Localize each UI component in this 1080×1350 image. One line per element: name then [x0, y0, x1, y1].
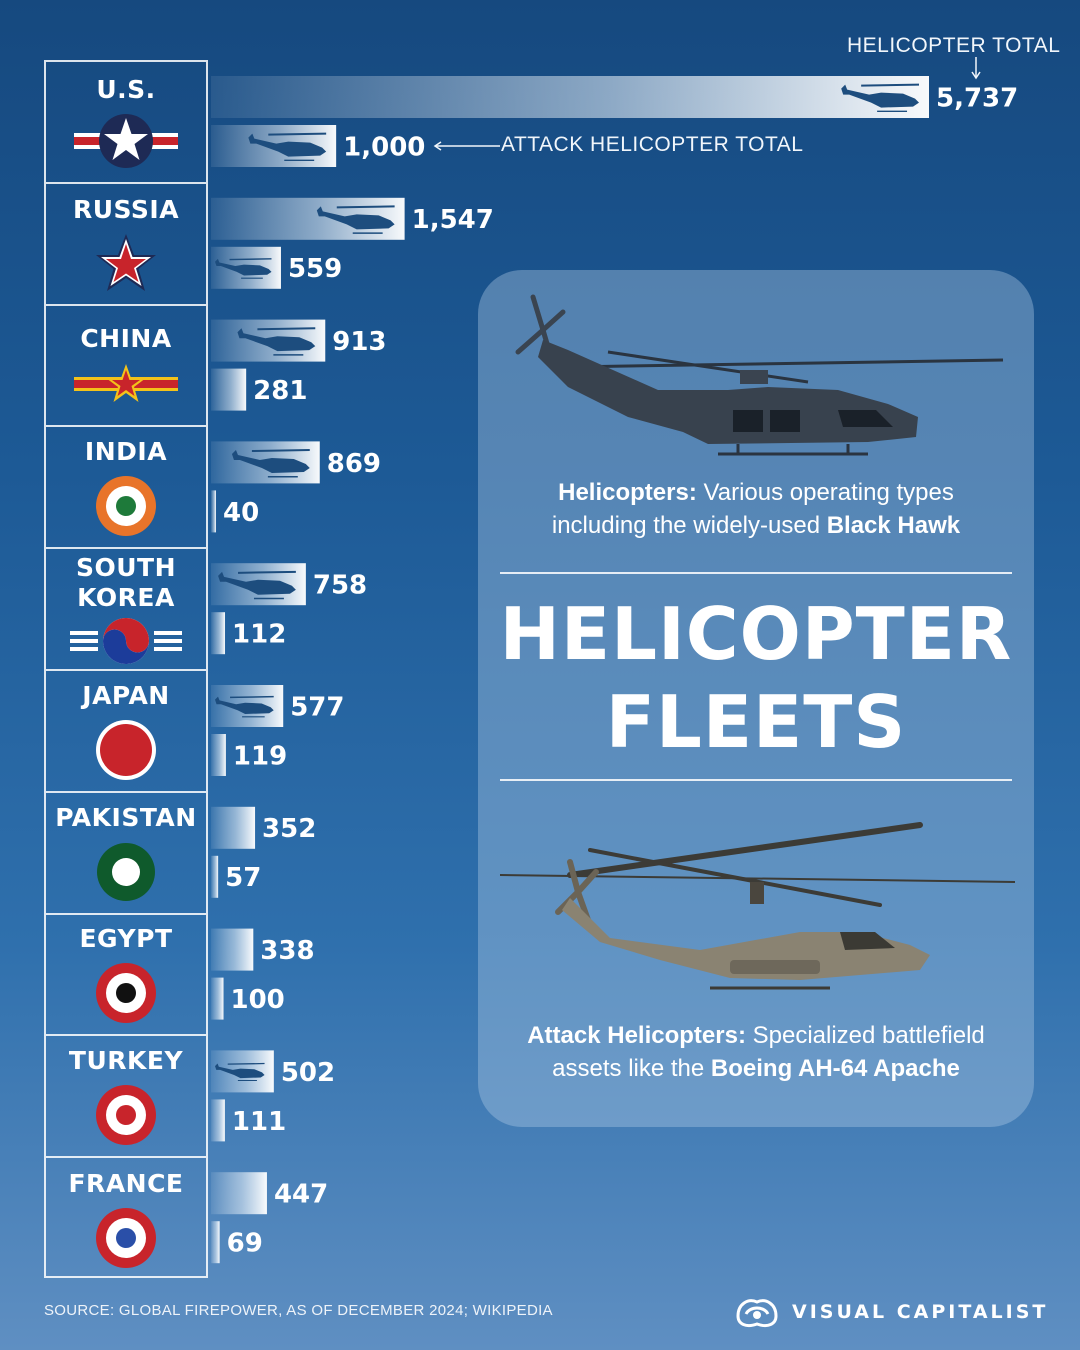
total-helicopter-value-label: 913 [332, 327, 386, 357]
india-roundel-icon [96, 476, 156, 537]
attack-desc-text: Specialized battlefield [745, 1022, 985, 1049]
attack-helicopter-total-label: ATTACK HELICOPTER TOTAL [501, 133, 804, 156]
us-roundel-icon [74, 113, 178, 168]
france-roundel-icon [96, 1208, 156, 1269]
total-label-arrow-icon [971, 57, 981, 80]
attack-desc-bold: Attack Helicopters: [527, 1022, 746, 1049]
attack-helicopter-value-label: 69 [227, 1229, 263, 1259]
country-name: JAPAN [82, 680, 170, 710]
attack-helicopter-bar [211, 612, 226, 655]
country-cell-japan: JAPAN [46, 671, 206, 793]
total-helicopter-value-label: 1,547 [412, 205, 494, 235]
page-title-line2: FLEETS [605, 680, 907, 764]
helicopters-desc-line2: including the widely-used [551, 512, 827, 539]
total-helicopter-value-label: 758 [313, 571, 367, 601]
country-cell-turkey: TURKEY [46, 1036, 206, 1159]
card-divider-bottom [500, 779, 1012, 781]
brand-name: VISUAL CAPITALIST [792, 1301, 1049, 1323]
attack-helicopter-value-label: 57 [225, 863, 261, 893]
visual-capitalist-logo-icon [736, 1299, 778, 1328]
country-name: EGYPT [79, 924, 173, 954]
country-cell-india: INDIA [46, 427, 206, 550]
page-title: HELICOPTER FLEETS [478, 590, 1034, 766]
attack-helicopter-value-label: 40 [223, 498, 259, 528]
country-cell-pakistan: PAKISTAN [46, 793, 206, 915]
helicopter-total-label: HELICOPTER TOTAL [847, 34, 1061, 57]
helicopter-silhouette-icon [215, 258, 272, 279]
total-helicopter-value-label: 577 [290, 692, 344, 722]
pakistan-roundel-icon [97, 842, 155, 901]
country-cell-france: FRANCE [46, 1158, 206, 1280]
total-helicopter-value-label: 502 [281, 1058, 335, 1088]
country-column: U.S. RUSSIA CHINA INDIA [44, 60, 208, 1278]
country-name: SOUTH KOREA [75, 553, 177, 613]
japan-hinomaru-icon [96, 719, 156, 780]
helicopter-silhouette-icon [215, 695, 274, 718]
total-helicopter-value-label: 338 [260, 936, 314, 966]
helicopter-silhouette-icon [237, 327, 316, 356]
helicopters-desc-text: Various operating types [696, 479, 954, 506]
egypt-roundel-icon [96, 963, 156, 1024]
attack-helicopter-value-label: 112 [232, 620, 286, 650]
helicopter-silhouette-icon [215, 1062, 265, 1081]
attack-helicopter-bar [211, 1221, 220, 1264]
attack-helicopter-value-label: 119 [233, 741, 287, 771]
attack-helicopter-bar [211, 490, 217, 533]
total-helicopter-bar [211, 806, 256, 849]
helicopter-silhouette-icon [316, 205, 395, 234]
helicopters-description: Helicopters: Various operating types inc… [498, 476, 1014, 542]
page-title-line1: HELICOPTER [499, 592, 1013, 676]
russia-star-icon [96, 233, 156, 291]
card-divider-top [500, 572, 1012, 574]
total-helicopter-value-label: 5,737 [936, 83, 1018, 113]
total-helicopter-bar [211, 1172, 267, 1215]
country-cell-egypt: EGYPT [46, 915, 206, 1037]
apache-helicopter-image [500, 822, 1016, 990]
attack-helicopter-bar [211, 1099, 225, 1142]
country-name: RUSSIA [72, 194, 180, 224]
attack-helicopter-value-label: 281 [253, 376, 307, 406]
attack-desc-line2: assets like the [552, 1055, 711, 1082]
china-star-icon [74, 364, 178, 403]
total-helicopter-value-label: 869 [327, 449, 381, 479]
south-korea-taegeuk-icon [70, 618, 182, 665]
country-name: CHINA [80, 324, 172, 354]
attack-helicopter-bar [211, 855, 219, 898]
black-hawk-helicopter-image [515, 294, 1004, 456]
helicopters-desc-bold2: Black Hawk [826, 512, 961, 539]
source-note: SOURCE: GLOBAL FIREPOWER, AS OF DECEMBER… [44, 1302, 553, 1319]
attack-helicopters-description: Attack Helicopters: Specialized battlefi… [498, 1019, 1014, 1085]
country-name: INDIA [84, 437, 168, 467]
total-helicopter-bar [211, 76, 929, 118]
attack-helicopter-value-label: 559 [288, 254, 342, 284]
helicopter-silhouette-icon [218, 570, 296, 600]
info-card: Helicopters: Various operating types inc… [478, 270, 1034, 1127]
country-name: U.S. [96, 74, 156, 104]
helicopter-silhouette-icon [841, 83, 920, 113]
total-helicopter-bar [211, 928, 254, 971]
helicopters-desc-bold: Helicopters: [558, 479, 697, 506]
country-cell-russia: RUSSIA [46, 184, 206, 306]
country-name: FRANCE [68, 1169, 184, 1199]
helicopter-silhouette-icon [248, 132, 327, 162]
attack-desc-bold2: Boeing AH-64 Apache [710, 1055, 960, 1082]
total-helicopter-value-label: 447 [274, 1180, 328, 1210]
country-cell-us: U.S. [46, 62, 206, 184]
helicopter-silhouette-icon [231, 449, 310, 478]
country-name: PAKISTAN [55, 802, 197, 832]
attack-helicopter-value-label: 1,000 [343, 132, 425, 162]
country-name: TURKEY [68, 1046, 184, 1076]
total-helicopter-value-label: 352 [262, 814, 316, 844]
attack-helicopter-value-label: 111 [232, 1107, 286, 1137]
turkey-roundel-icon [96, 1085, 156, 1146]
country-cell-south-korea: SOUTH KOREA [46, 549, 206, 671]
attack-helicopter-bar [211, 977, 224, 1020]
attack-helicopter-value-label: 100 [231, 985, 285, 1015]
attack-label-arrow-icon [433, 141, 500, 151]
attack-helicopter-bar [211, 368, 247, 411]
brand-logo: VISUAL CAPITALIST [734, 1294, 1048, 1330]
attack-helicopter-bar [211, 734, 226, 776]
country-cell-china: CHINA [46, 306, 206, 428]
